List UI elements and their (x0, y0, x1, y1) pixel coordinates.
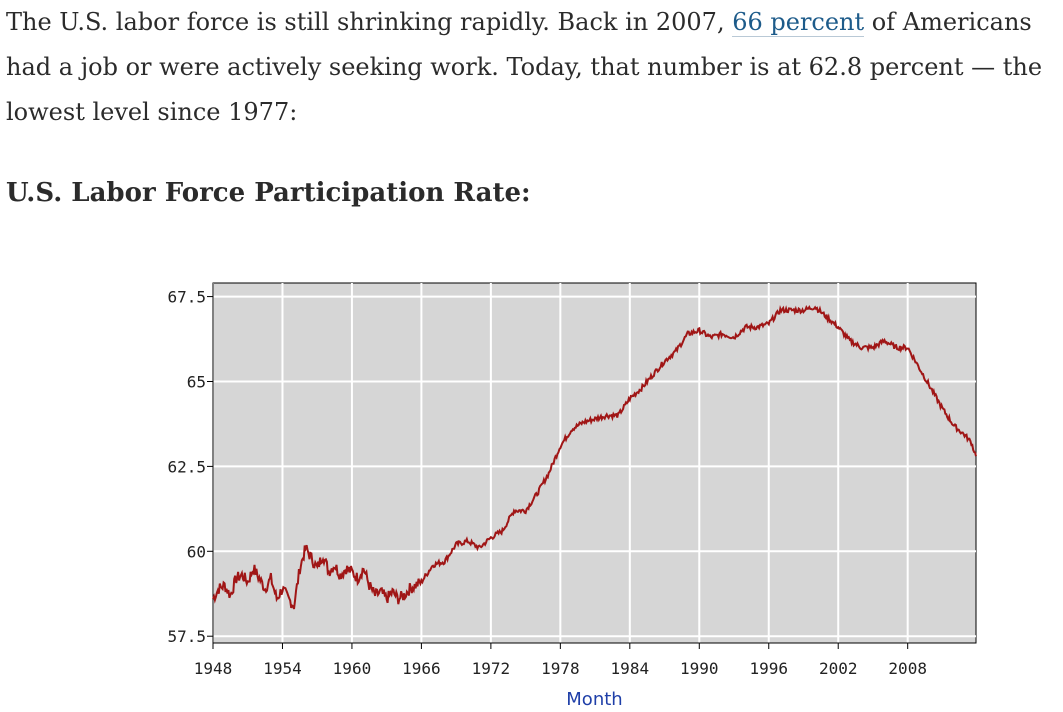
x-tick-label: 1960 (333, 659, 372, 678)
plot-area (212, 282, 977, 644)
x-tick-label: 1996 (749, 659, 788, 678)
x-tick-label: 1954 (263, 659, 302, 678)
paragraph-text-start: The U.S. labor force is still shrinking … (6, 8, 733, 36)
grid-lines (212, 283, 976, 643)
x-tick-label: 1984 (611, 659, 650, 678)
percent-source-link[interactable]: 66 percent (732, 8, 865, 37)
article-paragraph: The U.S. labor force is still shrinking … (6, 0, 1061, 135)
x-axis-title: Month (566, 689, 622, 710)
y-tick-label: 65 (187, 372, 206, 391)
y-tick-label: 62.5 (167, 457, 206, 476)
x-tick-label: 1966 (402, 659, 441, 678)
paragraph-text-end: of Americans had a job or were actively … (6, 8, 1043, 126)
series-line (212, 304, 977, 610)
x-tick-label: 1978 (541, 659, 580, 678)
y-tick-label: 57.5 (167, 627, 206, 646)
x-tick-label: 1948 (194, 659, 233, 678)
chart-heading: U.S. Labor Force Participation Rate: (6, 178, 531, 208)
y-axis: 57.5 60 62.5 65 67.5 (167, 283, 214, 646)
x-tick-label: 1972 (472, 659, 511, 678)
x-tick-label: 1990 (680, 659, 719, 678)
x-axis: 1948 1954 1960 1966 1972 1978 1984 1990 1996 2002… (194, 642, 976, 678)
y-tick-label: 60 (187, 542, 206, 561)
x-tick-label: 2008 (888, 659, 927, 678)
x-tick-label: 2002 (819, 659, 858, 678)
y-tick-label: 67.5 (167, 288, 206, 307)
